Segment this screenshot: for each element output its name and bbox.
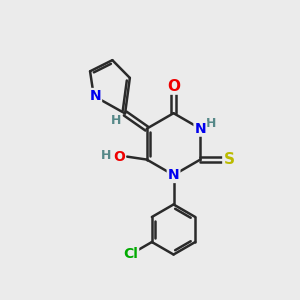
Text: Cl: Cl [123,247,138,261]
Text: N: N [89,89,101,103]
Text: N: N [168,168,179,182]
Text: H: H [206,117,216,130]
Text: N: N [194,122,206,136]
Text: O: O [113,150,125,164]
Text: H: H [111,114,122,127]
Text: O: O [167,79,180,94]
Text: H: H [101,149,112,162]
Text: S: S [224,152,234,167]
